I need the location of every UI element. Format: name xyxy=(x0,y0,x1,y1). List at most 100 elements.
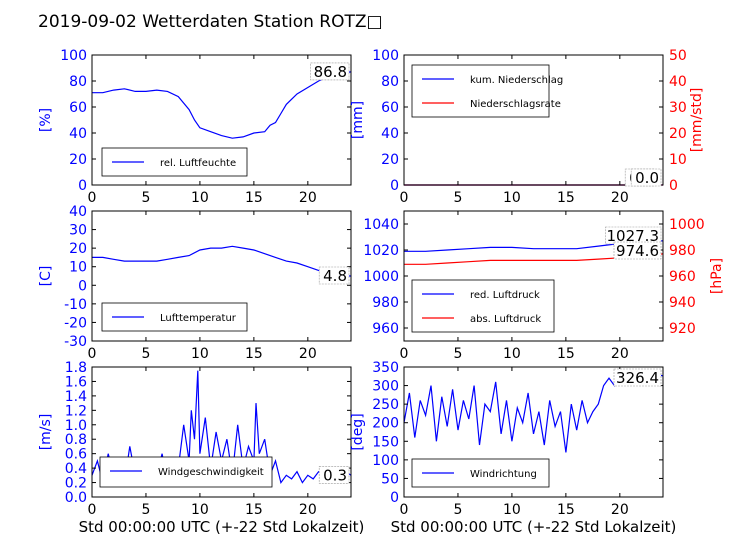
y-tick-label: 1040 xyxy=(363,217,399,233)
y-tick-label: 1.2 xyxy=(65,403,87,419)
legend-label: Lufttemperatur xyxy=(160,313,237,324)
y-axis-label-right: [hPa] xyxy=(709,258,725,294)
axes-frame-humidity xyxy=(91,54,352,186)
axes-frame-precipitation xyxy=(403,54,664,186)
y-axis-label: [mm] xyxy=(350,101,366,139)
y-axis-label: [deg] xyxy=(350,413,366,450)
x-tick-label: 5 xyxy=(141,190,150,206)
y-tick-label: 40 xyxy=(69,204,87,220)
x-tick-label: 5 xyxy=(141,346,150,362)
figure-title: 2019-09-02 Wetterdaten Station ROTZ□ xyxy=(38,12,383,32)
y-tick-label: 20 xyxy=(381,152,399,168)
y-tick-label: 0.2 xyxy=(65,476,87,492)
y-tick-label: 30 xyxy=(69,223,87,239)
y-right-tick-label: 940 xyxy=(669,295,696,311)
y-tick-label: 250 xyxy=(372,397,399,413)
y-tick-label: 60 xyxy=(381,100,399,116)
panel-precipitation: 0 5 10 15 20 0 20 40 60 80 100 0 10 20 30 40 50 [mm] [mm/s… xyxy=(350,48,705,206)
y-right-tick-label: 10 xyxy=(669,152,687,168)
y-tick-label: 300 xyxy=(372,379,399,395)
end-value-label-2: 0.0 xyxy=(635,169,659,187)
end-value-label: 326.4 xyxy=(616,369,659,387)
x-tick-label: 10 xyxy=(503,346,521,362)
end-value-label-2: 974.6 xyxy=(616,242,659,260)
legend-label: abs. Luftdruck xyxy=(470,314,541,325)
y-tick-label: 1.4 xyxy=(65,389,87,405)
series-line-temperature-0 xyxy=(92,245,351,277)
y-tick-label: 1020 xyxy=(363,243,399,259)
end-value-label: 4.8 xyxy=(323,267,347,285)
y-axis-label: [C] xyxy=(38,266,54,287)
y-tick-label: 80 xyxy=(69,74,87,90)
y-tick-label: -20 xyxy=(64,315,87,331)
y-tick-label: 0 xyxy=(78,278,87,294)
x-tick-label: 20 xyxy=(299,190,317,206)
end-value-label-2-box xyxy=(613,241,662,260)
y-right-tick-label: 50 xyxy=(669,48,687,64)
axes-frame-temperature xyxy=(91,210,352,342)
y-tick-label: 40 xyxy=(69,126,87,142)
y-tick-label: 1.0 xyxy=(65,418,87,434)
legend-wind_direction: Windrichtung xyxy=(411,458,550,488)
y-tick-label: 100 xyxy=(372,48,399,64)
x-tick-label: 0 xyxy=(88,190,97,206)
legend-humidity: rel. Luftfeuchte xyxy=(101,147,248,177)
y-tick-label: 80 xyxy=(381,74,399,90)
x-tick-label: 5 xyxy=(453,346,462,362)
x-tick-label: 15 xyxy=(245,190,263,206)
y-tick-label: 0.0 xyxy=(65,490,87,506)
y-tick-label: 1.8 xyxy=(65,360,87,376)
panel-temperature: 0 5 10 15 20 -30 -20 -10 0 10 20 30 40 [C] Lufttempera… xyxy=(38,204,352,362)
legend-label: Windrichtung xyxy=(470,469,537,480)
legend-pressure: red. Luftdruck abs. Luftdruck xyxy=(411,279,555,333)
x-tick-label: 0 xyxy=(88,346,97,362)
x-tick-label: 5 xyxy=(453,190,462,206)
y-tick-label: 100 xyxy=(372,453,399,469)
end-value-label-1: 1027.3 xyxy=(607,227,660,245)
legend-label: kum. Niederschlag xyxy=(470,75,563,86)
y-tick-label: 980 xyxy=(372,295,399,311)
legend-label: rel. Luftfeuchte xyxy=(160,158,236,169)
end-value-label-box xyxy=(310,62,350,81)
x-tick-label: 10 xyxy=(191,190,209,206)
panel-pressure: 0 5 10 15 20 960 980 1000 1020 1040 920 940 960 980 10… xyxy=(363,210,725,362)
y-tick-label: 1.6 xyxy=(65,374,87,390)
y-right-tick-label: 40 xyxy=(669,74,687,90)
end-value-label: 0.3 xyxy=(323,466,347,484)
y-right-tick-label: 980 xyxy=(669,243,696,259)
x-tick-label: 20 xyxy=(611,190,629,206)
panel-humidity: 0 5 10 15 20 0 20 40 60 80 100 [%] rel. Luftfeuchte 8… xyxy=(38,48,352,206)
axes-frame-wind_direction xyxy=(403,366,664,498)
y-right-tick-label: 920 xyxy=(669,321,696,337)
y-tick-label: 0 xyxy=(78,178,87,194)
legend-precipitation: kum. Niederschlag Niederschlagsrate xyxy=(411,64,563,118)
x-tick-label: 10 xyxy=(503,502,521,518)
legend-label: Windgeschwindigkeit xyxy=(158,467,264,478)
x-tick-label: 0 xyxy=(400,502,409,518)
x-tick-label: 20 xyxy=(611,502,629,518)
end-value-label: 86.8 xyxy=(314,63,347,81)
series-line-humidity-0 xyxy=(92,71,352,139)
legend-label: Niederschlagsrate xyxy=(470,99,561,110)
y-tick-label: 0.8 xyxy=(65,432,87,448)
y-tick-label: -10 xyxy=(64,297,87,313)
x-tick-label: 15 xyxy=(557,502,575,518)
y-tick-label: 100 xyxy=(60,48,87,64)
legend-label: red. Luftdruck xyxy=(470,290,540,301)
y-axis-label: [%] xyxy=(38,108,54,132)
end-value-label-box xyxy=(318,266,350,285)
y-tick-label: 0 xyxy=(390,178,399,194)
y-right-tick-label: 30 xyxy=(669,100,687,116)
y-tick-label: 10 xyxy=(69,260,87,276)
y-tick-label: 20 xyxy=(69,152,87,168)
y-tick-label: 60 xyxy=(69,100,87,116)
end-value-label-2-box xyxy=(630,168,662,187)
x-axis-label: Std 00:00:00 UTC (+-22 Std Lokalzeit) xyxy=(391,518,677,536)
x-tick-label: 15 xyxy=(245,346,263,362)
x-tick-label: 20 xyxy=(611,346,629,362)
x-tick-label: 10 xyxy=(191,346,209,362)
y-axis-label-right: [mm/std] xyxy=(689,88,705,153)
y-tick-label: 20 xyxy=(69,241,87,257)
x-tick-label: 0 xyxy=(400,190,409,206)
